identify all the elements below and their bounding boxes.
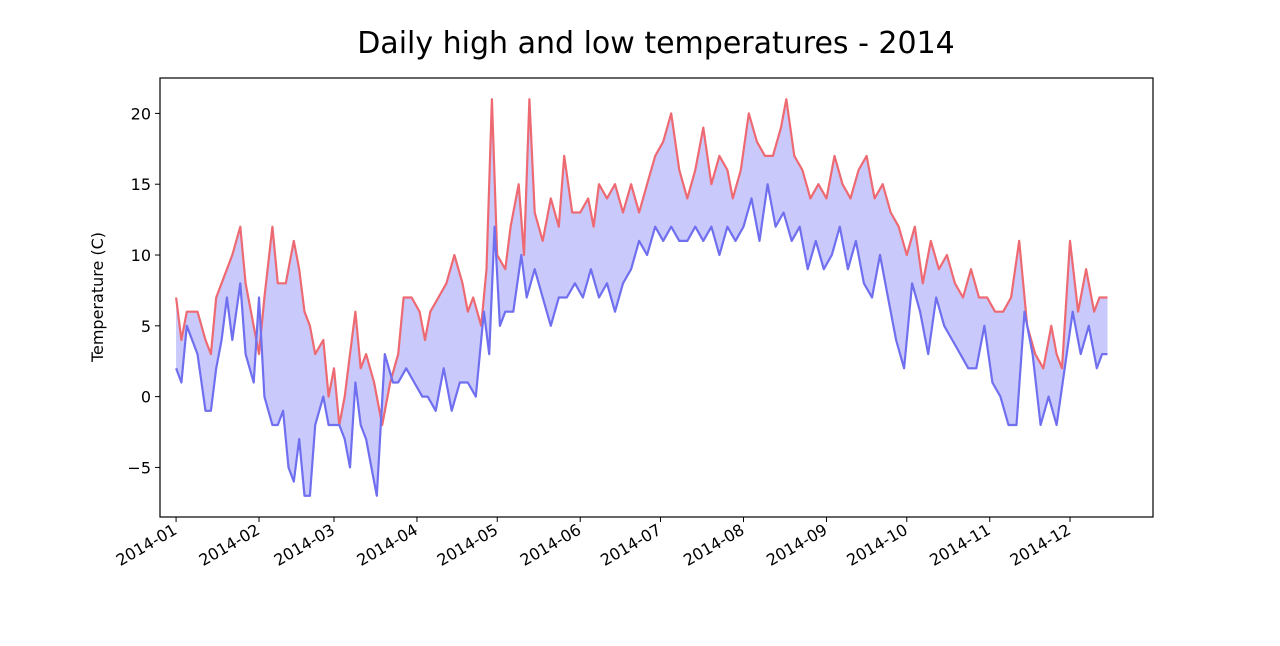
x-tick-label: 2014-12 xyxy=(1007,520,1074,570)
plot-layer xyxy=(175,98,1108,497)
y-tick-label: 20 xyxy=(131,104,151,123)
y-tick-label: −5 xyxy=(127,458,151,477)
chart-title: Daily high and low temperatures - 2014 xyxy=(357,26,955,61)
y-tick-label: 10 xyxy=(131,246,151,265)
axes-frame xyxy=(159,77,1154,518)
series-line-high xyxy=(175,98,1108,427)
x-tick-label: 2014-10 xyxy=(843,520,910,570)
x-tick-label: 2014-08 xyxy=(680,520,747,570)
x-tick-label: 2014-02 xyxy=(196,520,263,570)
x-tick-label: 2014-06 xyxy=(517,520,584,570)
x-tick-label: 2014-09 xyxy=(763,520,830,570)
x-tick-label: 2014-05 xyxy=(434,520,501,570)
x-tick-label: 2014-01 xyxy=(113,520,180,570)
y-tick-label: 15 xyxy=(131,175,151,194)
y-tick-label: 0 xyxy=(141,388,151,407)
series-line-low xyxy=(175,183,1108,497)
y-axis-label: Temperature (C) xyxy=(88,232,107,363)
x-tick-label: 2014-07 xyxy=(597,520,664,570)
fill-between-area xyxy=(176,99,1108,496)
x-tick-label: 2014-03 xyxy=(271,520,338,570)
x-tick-label: 2014-11 xyxy=(926,520,993,570)
x-tick-label: 2014-04 xyxy=(353,520,420,570)
y-axis: 20 15 10 5 0 −5 xyxy=(127,104,160,477)
y-tick-label: 5 xyxy=(141,317,151,336)
x-axis: 2014-01 2014-02 2014-03 2014-04 2014-05 2014-… xyxy=(113,517,1074,570)
